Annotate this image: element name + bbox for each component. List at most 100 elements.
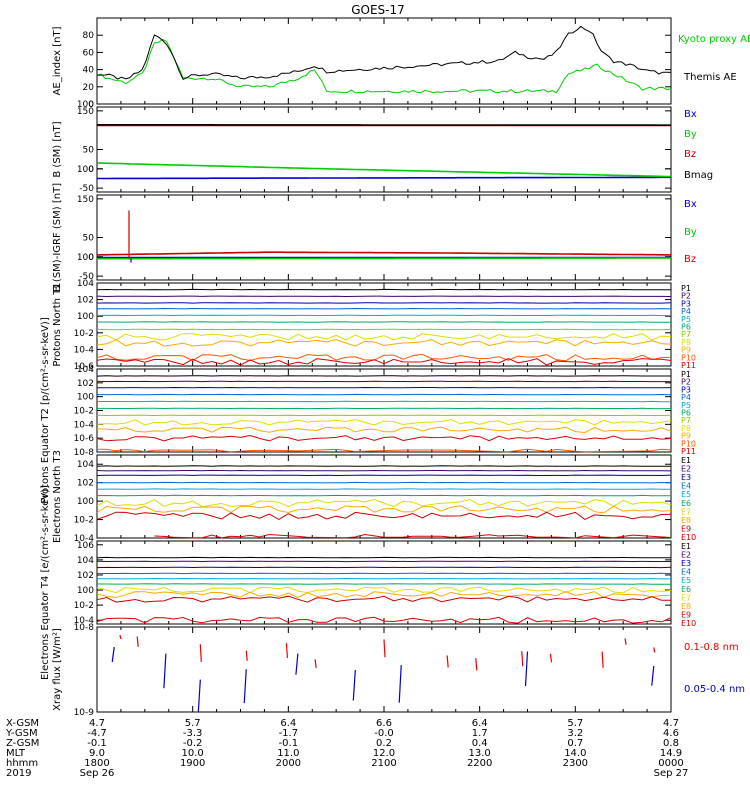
year-label: 2019 bbox=[6, 768, 31, 779]
xray-short-spike bbox=[524, 651, 529, 687]
y-tick-label: 10-4 bbox=[74, 616, 95, 626]
y-tick-label: 50 bbox=[83, 146, 95, 156]
y-tick-label: 100 bbox=[77, 586, 94, 596]
row-value: 6.6 bbox=[376, 718, 392, 729]
legend-p10: P10 bbox=[681, 353, 696, 362]
panel-frame bbox=[96, 106, 672, 193]
legend-p6: P6 bbox=[681, 409, 691, 418]
xray-short-spike bbox=[295, 653, 299, 675]
legend-p11: P11 bbox=[681, 361, 696, 370]
legend-bmag: Bmag bbox=[684, 170, 713, 181]
row-value: 1900 bbox=[180, 758, 205, 769]
row-value: 2200 bbox=[467, 758, 492, 769]
row-label-x-gsm: X-GSM bbox=[6, 718, 39, 729]
row-value: -0.0 bbox=[374, 728, 394, 739]
channel-line-p10 bbox=[96, 353, 672, 362]
xray-short-spike bbox=[197, 679, 201, 713]
channel-line-p8 bbox=[96, 419, 672, 426]
y-tick-label: 100 bbox=[77, 497, 94, 507]
row-value: 4.7 bbox=[663, 718, 679, 729]
legend-by: By bbox=[684, 227, 697, 238]
row-label-hhmm: hhmm bbox=[6, 758, 38, 769]
panel-frame bbox=[96, 194, 672, 281]
figure-title: GOES-17 bbox=[351, 3, 405, 17]
legend-e3: E3 bbox=[681, 559, 691, 568]
y-tick-label: 100 bbox=[77, 100, 94, 110]
row-label-y-gsm: Y-GSM bbox=[5, 728, 38, 739]
row-value: 4.7 bbox=[89, 718, 105, 729]
legend-e2: E2 bbox=[681, 465, 691, 474]
legend-xray-0: 0.1-0.8 nm bbox=[684, 642, 739, 653]
xray-short-spike bbox=[352, 669, 356, 701]
y-tick-label: 10-6 bbox=[74, 362, 95, 372]
y-tick-label: 102 bbox=[77, 479, 94, 489]
channel-line-e2 bbox=[96, 469, 672, 472]
xray-long-spike bbox=[199, 644, 202, 662]
row-value: 3.2 bbox=[567, 728, 583, 739]
y-axis-label: Xray flux [W/m²] bbox=[52, 628, 63, 711]
y-tick-label: 10-4 bbox=[74, 420, 95, 430]
row-value: 11.0 bbox=[277, 748, 299, 759]
y-tick-label: 100 bbox=[77, 253, 94, 263]
series-line-kyoto-proxy-ae bbox=[96, 38, 672, 94]
y-tick-label: 10-2 bbox=[74, 329, 94, 339]
panel-3: B (SM)-IGRF (SM) [nT] -50 0 50 100 150 Bx By Bz bbox=[52, 183, 697, 292]
end-date: Sep 27 bbox=[654, 768, 689, 779]
legend-e5: E5 bbox=[681, 490, 691, 499]
xray-long-spike bbox=[119, 634, 122, 640]
channel-line-e8 bbox=[96, 505, 672, 514]
legend-p9: P9 bbox=[681, 432, 691, 441]
row-value: -1.7 bbox=[279, 728, 299, 739]
legend-p5: P5 bbox=[681, 315, 691, 324]
row-value: 2000 bbox=[276, 758, 301, 769]
xray-long-spike bbox=[383, 639, 386, 658]
legend-by: By bbox=[684, 129, 697, 140]
panel-1: AE_index [nT] 0 20 40 60 80 100 Kyoto proxy AE T… bbox=[52, 17, 750, 110]
y-tick-label: -50 bbox=[79, 184, 94, 194]
legend-e6: E6 bbox=[681, 585, 691, 594]
row-value: 1800 bbox=[84, 758, 109, 769]
legend-bz: Bz bbox=[684, 149, 696, 160]
xray-short-spike bbox=[243, 669, 247, 704]
xray-long-spike bbox=[285, 643, 289, 658]
y-tick-label: 102 bbox=[77, 379, 94, 389]
y-axis-label: Electrons North T3 bbox=[52, 450, 63, 543]
legend-p7: P7 bbox=[681, 416, 691, 425]
y-tick-label: 10-6 bbox=[74, 434, 95, 444]
series-line-themis-ae bbox=[97, 25, 672, 81]
channel-line-e8 bbox=[96, 591, 672, 599]
y-tick-label: 60 bbox=[83, 48, 95, 58]
channel-line-e7 bbox=[96, 498, 672, 508]
legend-p8: P8 bbox=[681, 424, 691, 433]
legend-e9: E9 bbox=[681, 524, 691, 533]
y-axis-label: B (SM)-IGRF (SM) [nT] bbox=[52, 183, 63, 292]
channel-line-p11 bbox=[96, 358, 672, 366]
channel-line-e9 bbox=[96, 595, 671, 603]
row-value: 6.4 bbox=[280, 718, 296, 729]
row-value: -0.1 bbox=[87, 738, 107, 749]
series-line-by bbox=[96, 162, 671, 178]
row-value: -0.2 bbox=[183, 738, 203, 749]
y-tick-label: 102 bbox=[77, 296, 94, 306]
legend-e8: E8 bbox=[681, 602, 691, 611]
y-tick-label: 10-2 bbox=[74, 407, 94, 417]
series-line-bz bbox=[96, 251, 671, 256]
xray-short-spike bbox=[163, 653, 167, 689]
legend-e5: E5 bbox=[681, 576, 691, 585]
row-value: 1.7 bbox=[472, 728, 488, 739]
legend-kyoto-proxy-ae: Kyoto proxy AE bbox=[678, 34, 750, 45]
panel-7: Electrons Equator T4 [e/(cm²-s-sr-keV)] 1… bbox=[40, 485, 696, 680]
legend-p2: P2 bbox=[681, 378, 691, 387]
panel-8: Xray flux [W/m²] 10-9 10-8 0.1-0.8 nm 0.05-0… bbox=[52, 623, 745, 718]
legend-p2: P2 bbox=[681, 292, 691, 301]
y-tick-label: 40 bbox=[83, 66, 95, 76]
channel-line-p11 bbox=[96, 434, 672, 442]
xray-long-spike bbox=[475, 658, 478, 671]
row-value: 5.7 bbox=[567, 718, 583, 729]
y-tick-label: 0 bbox=[88, 253, 94, 263]
channel-line-p9 bbox=[96, 339, 672, 347]
y-axis-label: AE_index [nT] bbox=[52, 26, 63, 95]
row-value: 2100 bbox=[371, 758, 396, 769]
